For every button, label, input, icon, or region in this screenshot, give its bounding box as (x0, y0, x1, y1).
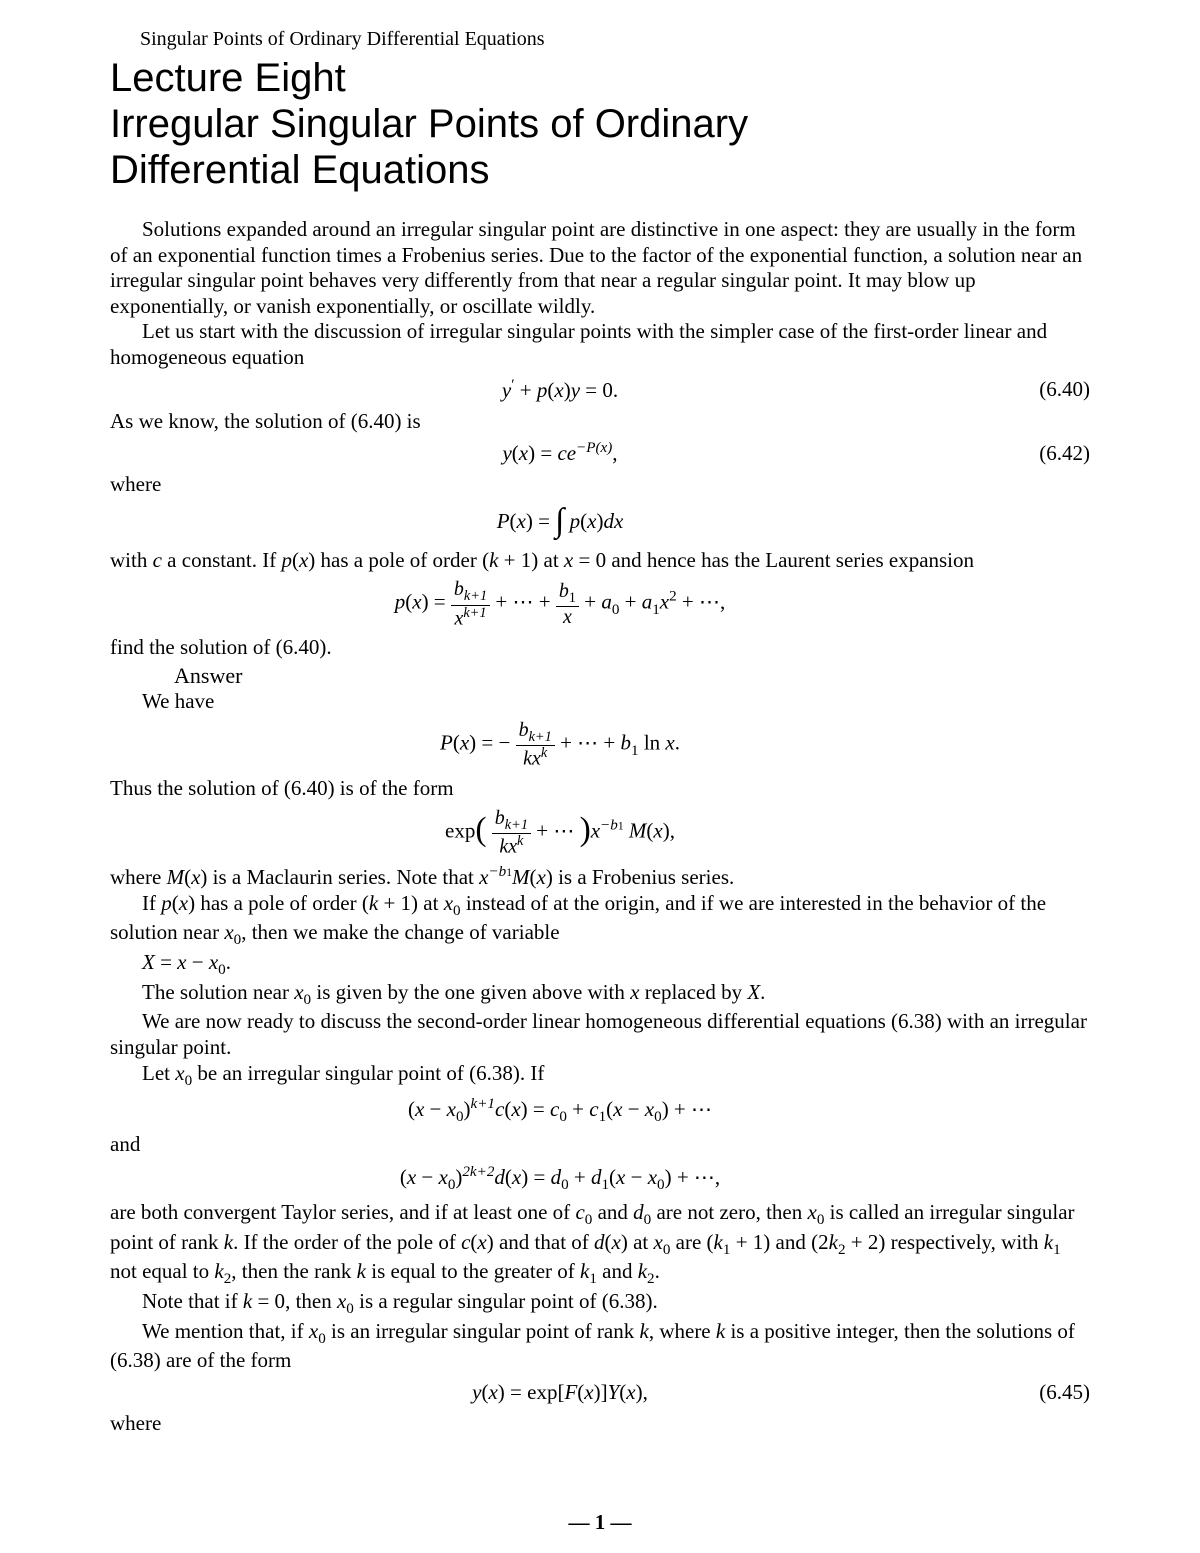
paragraph-4: where (110, 472, 1090, 498)
eq-dseries-expr: (x − x0)2k+2d(x) = d0 + d1(x − x0) + ⋯, (110, 1164, 1010, 1194)
paragraph-13: Let x0 be an irregular singular point of… (110, 1061, 1090, 1091)
paragraph-10: If p(x) has a pole of order (k + 1) at x… (110, 891, 1090, 950)
title-line-1: Lecture Eight (110, 56, 346, 100)
paragraph-8: Thus the solution of (6.40) is of the fo… (110, 776, 1090, 802)
running-header: Singular Points of Ordinary Differential… (140, 28, 1090, 51)
eq-645-number: (6.45) (1010, 1380, 1090, 1405)
paragraph-9: where M(x) is a Maclaurin series. Note t… (110, 863, 1090, 891)
paragraph-5: with c a constant. If p(x) has a pole of… (110, 548, 1090, 574)
eq-642-number: (6.42) (1010, 441, 1090, 466)
eq-laurent-expr: p(x) = bk+1xk+1 + ⋯ + b1x + a0 + a1x2 + … (110, 579, 1010, 629)
equation-Pexp: P(x) = − bk+1kxk + ⋯ + b1 ln x. (110, 720, 1090, 770)
eq-Pdef-expr: P(x) = ∫ p(x)dx (110, 504, 1010, 542)
paragraph-7: We have (110, 689, 1090, 715)
page: Singular Points of Ordinary Differential… (0, 0, 1200, 1553)
paragraph-17: We mention that, if x0 is an irregular s… (110, 1319, 1090, 1374)
paragraph-11: The solution near x0 is given by the one… (110, 980, 1090, 1010)
title-line-2: Irregular Singular Points of Ordinary (110, 102, 748, 146)
lecture-title: Lecture Eight Irregular Singular Points … (110, 55, 1090, 193)
equation-6-40: y′ + p(x)y = 0. (6.40) (110, 377, 1090, 403)
equation-Pdef: P(x) = ∫ p(x)dx (110, 504, 1090, 542)
equation-6-45: y(x) = exp[F(x)]Y(x), (6.45) (110, 1380, 1090, 1405)
paragraph-3: As we know, the solution of (6.40) is (110, 409, 1090, 435)
equation-6-42: y(x) = ce−P(x), (6.42) (110, 440, 1090, 466)
eq-640-expr: y′ + p(x)y = 0. (110, 377, 1010, 403)
eq-642-expr: y(x) = ce−P(x), (110, 440, 1010, 466)
equation-dseries: (x − x0)2k+2d(x) = d0 + d1(x − x0) + ⋯, (110, 1164, 1090, 1194)
eq-solform-expr: exp( bk+1kxk + ⋯ )x−b1 M(x), (110, 808, 1010, 858)
eq-645-expr: y(x) = exp[F(x)]Y(x), (110, 1380, 1010, 1405)
equation-cseries: (x − x0)k+1c(x) = c0 + c1(x − x0) + ⋯ (110, 1096, 1090, 1126)
paragraph-16: Note that if k = 0, then x0 is a regular… (110, 1289, 1090, 1319)
paragraph-18: where (110, 1411, 1090, 1437)
eq-cseries-expr: (x − x0)k+1c(x) = c0 + c1(x − x0) + ⋯ (110, 1096, 1010, 1126)
title-line-3: Differential Equations (110, 148, 490, 192)
eq-640-number: (6.40) (1010, 377, 1090, 402)
paragraph-12: We are now ready to discuss the second-o… (110, 1009, 1090, 1060)
paragraph-2: Let us start with the discussion of irre… (110, 319, 1090, 370)
paragraph-intro: Solutions expanded around an irregular s… (110, 217, 1090, 319)
equation-Xdef: X = x − x0. (110, 950, 1090, 980)
eq-Pexp-expr: P(x) = − bk+1kxk + ⋯ + b1 ln x. (110, 720, 1010, 770)
paragraph-15: are both convergent Taylor series, and i… (110, 1200, 1090, 1289)
answer-label: Answer (174, 663, 1090, 689)
page-number: — 1 — (0, 1510, 1200, 1535)
equation-solform: exp( bk+1kxk + ⋯ )x−b1 M(x), (110, 808, 1090, 858)
paragraph-14: and (110, 1132, 1090, 1158)
paragraph-6: find the solution of (6.40). (110, 635, 1090, 661)
equation-laurent: p(x) = bk+1xk+1 + ⋯ + b1x + a0 + a1x2 + … (110, 579, 1090, 629)
